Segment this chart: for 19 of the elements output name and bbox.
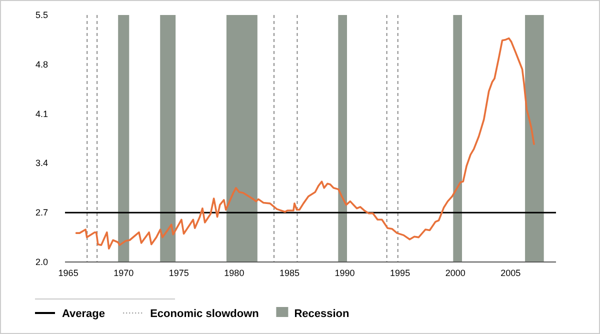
line-series xyxy=(75,37,535,250)
x-tick-label: 1985 xyxy=(279,268,300,278)
x-tick-label: 2000 xyxy=(445,268,466,278)
y-tick-label: 5.5 xyxy=(35,10,48,20)
y-tick-label: 4.8 xyxy=(35,59,48,70)
x-tick-label: 2005 xyxy=(500,268,521,278)
x-tick-label: 1980 xyxy=(224,268,244,278)
legend-label: Economic slowdown xyxy=(150,308,260,320)
legend-label: Recession xyxy=(294,308,350,320)
y-tick-label: 2.7 xyxy=(35,208,48,218)
y-tick-label: 4.1 xyxy=(35,108,48,119)
legend-label: Average xyxy=(62,308,106,320)
x-tick-label: 1965 xyxy=(58,268,78,278)
y-tick-label: 3.4 xyxy=(35,158,48,168)
x-tick-label: 1970 xyxy=(114,268,134,278)
x-tick-label: 1975 xyxy=(168,268,189,278)
x-tick-label: 1995 xyxy=(390,268,410,278)
y-tick-label: 2.0 xyxy=(35,257,48,267)
x-tick-label: 1990 xyxy=(334,268,355,278)
